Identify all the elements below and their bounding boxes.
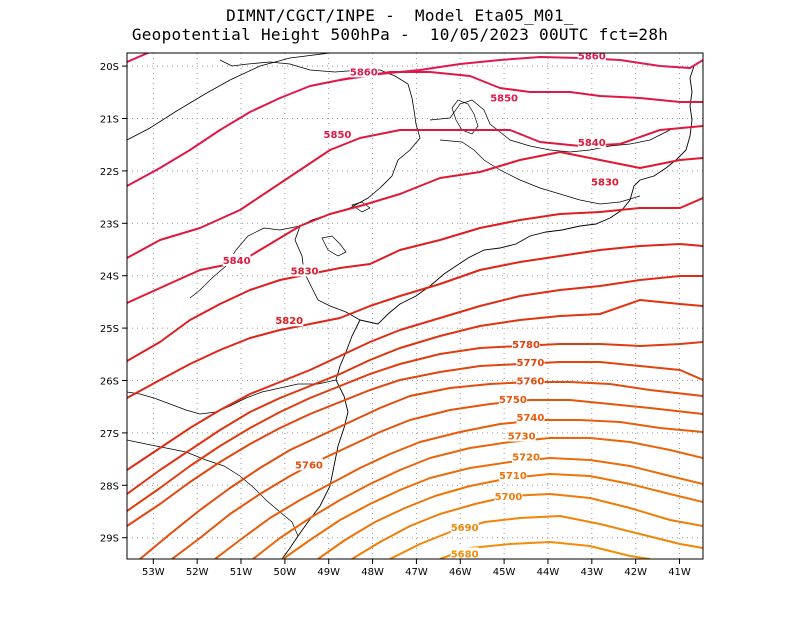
contour-label: 5840 bbox=[223, 256, 251, 267]
contour-5790 bbox=[127, 299, 703, 495]
lat-tick-label: 25S bbox=[100, 324, 119, 335]
contour-5710 bbox=[317, 473, 703, 559]
lon-tick-label: 42W bbox=[624, 567, 647, 578]
height-contours bbox=[127, 53, 703, 559]
lat-tick-label: 21S bbox=[100, 115, 119, 126]
contour-5690 bbox=[389, 515, 703, 559]
contour-5850 bbox=[127, 71, 703, 187]
contour-5720 bbox=[282, 457, 703, 559]
contour-labels: 5860 5860 5850 5850 5840 5840 5830 5830 5820 5780… bbox=[222, 49, 619, 560]
contour-5800 bbox=[127, 275, 703, 471]
contour-5780 bbox=[127, 341, 703, 512]
contour-5840 bbox=[127, 125, 703, 259]
lat-tick-label: 28S bbox=[100, 481, 119, 492]
lon-tick-label: 49W bbox=[317, 567, 340, 578]
contour-label: 5850 bbox=[490, 94, 518, 105]
lon-tick-label: 50W bbox=[274, 567, 297, 578]
contour-label: 5720 bbox=[512, 452, 540, 463]
contour-5700 bbox=[351, 493, 703, 559]
contour-5810 bbox=[127, 243, 703, 399]
contour-5860 bbox=[339, 56, 703, 81]
lat-tick-label: 22S bbox=[100, 167, 119, 178]
lon-tick-label: 52W bbox=[186, 567, 209, 578]
contour-label: 5690 bbox=[451, 523, 479, 534]
lat-tick-label: 24S bbox=[100, 272, 119, 283]
axis-ticks: 53W 52W 51W 50W 49W 48W 47W 46W 45W 44W 43W 42W 41W 2… bbox=[100, 62, 691, 578]
lat-tick-label: 26S bbox=[100, 377, 119, 388]
contour-5860 bbox=[127, 53, 151, 63]
contour-label: 5840 bbox=[578, 138, 606, 149]
contour-label: 5750 bbox=[499, 395, 527, 406]
lat-lon-grid bbox=[127, 53, 703, 559]
contour-5750 bbox=[171, 399, 703, 559]
contour-label: 5760 bbox=[295, 460, 323, 471]
contour-5730 bbox=[252, 437, 703, 559]
lon-tick-label: 47W bbox=[405, 567, 428, 578]
coastline-and-borders bbox=[127, 53, 703, 559]
lon-tick-label: 51W bbox=[230, 567, 253, 578]
contour-label: 5780 bbox=[512, 340, 540, 351]
contour-5760 bbox=[139, 381, 703, 559]
title-line-2: Geopotential Height 500hPa - 10/05/2023 … bbox=[131, 25, 669, 44]
contour-label: 5830 bbox=[591, 177, 619, 188]
contour-label: 5760 bbox=[516, 377, 544, 388]
lon-tick-label: 48W bbox=[361, 567, 384, 578]
title-line-1: DIMNT/CGCT/INPE - Model Eta05_M01_ bbox=[226, 6, 574, 25]
contour-5820 bbox=[127, 197, 703, 362]
lon-tick-label: 44W bbox=[537, 567, 560, 578]
contour-label: 5730 bbox=[508, 432, 536, 443]
lat-tick-label: 27S bbox=[100, 429, 119, 440]
lon-tick-label: 46W bbox=[449, 567, 472, 578]
contour-5740 bbox=[214, 419, 703, 559]
lat-tick-label: 23S bbox=[100, 219, 119, 230]
contour-label: 5820 bbox=[275, 316, 303, 327]
contour-5770 bbox=[127, 361, 703, 527]
contour-label: 5860 bbox=[350, 67, 378, 78]
lat-tick-label: 20S bbox=[100, 62, 119, 73]
contour-label: 5740 bbox=[516, 413, 544, 424]
contour-label: 5830 bbox=[291, 266, 319, 277]
contour-label: 5680 bbox=[451, 549, 479, 560]
lon-tick-label: 53W bbox=[142, 567, 165, 578]
contour-label: 5850 bbox=[324, 130, 352, 141]
contour-label: 5860 bbox=[578, 52, 606, 63]
lon-tick-label: 41W bbox=[668, 567, 691, 578]
map-frame bbox=[126, 52, 704, 560]
contour-label: 5710 bbox=[499, 471, 527, 482]
contour-5830 bbox=[127, 151, 703, 304]
lon-tick-label: 43W bbox=[580, 567, 603, 578]
contour-label: 5700 bbox=[495, 492, 523, 503]
lat-tick-label: 29S bbox=[100, 534, 119, 545]
lon-tick-label: 45W bbox=[493, 567, 516, 578]
contour-label: 5770 bbox=[516, 358, 544, 369]
